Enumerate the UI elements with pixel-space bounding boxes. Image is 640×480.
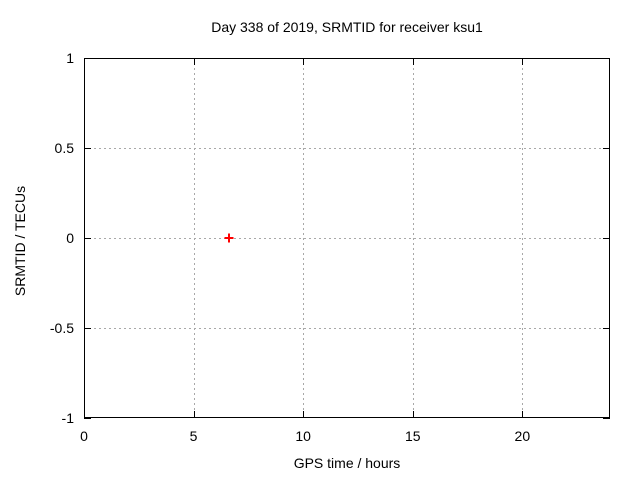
y-axis-label: SRMTID / TECUs [12, 185, 28, 297]
x-axis-label: GPS time / hours [293, 455, 401, 471]
x-tick-label: 20 [515, 428, 531, 444]
x-tick-label: 5 [190, 428, 198, 444]
plot-border [84, 58, 610, 418]
y-tick-label: 0 [66, 230, 74, 246]
chart-title: Day 338 of 2019, SRMTID for receiver ksu… [211, 19, 483, 35]
y-tick-label: 1 [66, 50, 74, 66]
y-tick-label: -0.5 [50, 320, 74, 336]
x-tick-label: 0 [80, 428, 88, 444]
y-tick-label: -1 [62, 410, 75, 426]
x-tick-label: 15 [405, 428, 421, 444]
x-tick-label: 10 [295, 428, 311, 444]
y-tick-label: 0.5 [55, 140, 75, 156]
